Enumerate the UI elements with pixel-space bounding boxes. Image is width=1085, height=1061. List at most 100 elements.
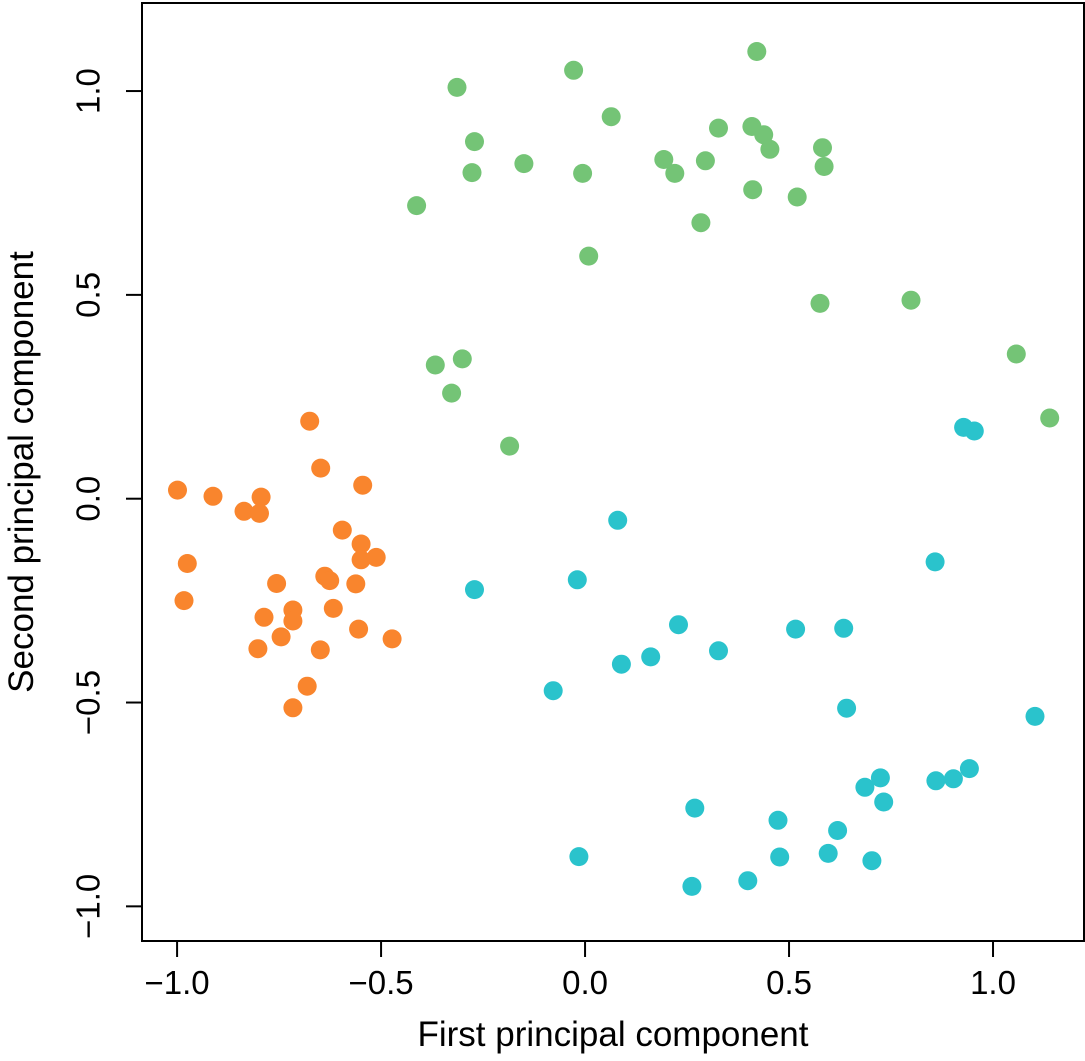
data-point-cluster-cyan <box>943 769 963 789</box>
data-point-cluster-cyan <box>770 847 790 867</box>
data-point-cluster-cyan <box>611 654 631 674</box>
data-point-cluster-green <box>754 125 774 145</box>
x-tick-label: −0.5 <box>348 964 413 1001</box>
data-point-cluster-cyan <box>959 759 979 779</box>
data-point-cluster-green <box>452 349 472 369</box>
data-point-cluster-orange <box>250 503 269 523</box>
data-point-cluster-orange <box>251 487 271 507</box>
data-point-cluster-cyan <box>834 618 854 638</box>
data-point-cluster-cyan <box>641 647 661 667</box>
y-tick-label: −0.5 <box>70 670 107 735</box>
data-point-cluster-cyan <box>870 768 890 788</box>
data-point-cluster-orange <box>323 598 343 618</box>
data-point-cluster-orange <box>203 486 223 506</box>
data-point-cluster-orange <box>283 698 303 718</box>
data-point-cluster-green <box>579 246 599 266</box>
data-point-cluster-green <box>500 436 520 456</box>
data-point-cluster-green <box>695 151 715 171</box>
data-point-cluster-cyan <box>465 580 484 600</box>
data-point-cluster-orange <box>248 639 268 659</box>
data-point-cluster-orange <box>320 571 340 591</box>
data-point-cluster-green <box>1040 408 1060 428</box>
data-point-cluster-cyan <box>685 798 705 818</box>
data-point-cluster-green <box>654 150 674 169</box>
data-point-cluster-cyan <box>837 698 857 718</box>
data-point-cluster-green <box>514 154 534 174</box>
data-point-cluster-orange <box>254 607 274 627</box>
data-point-cluster-green <box>573 163 593 183</box>
data-point-cluster-cyan <box>926 771 946 791</box>
data-point-cluster-green <box>814 157 834 176</box>
data-point-cluster-orange <box>351 550 371 570</box>
data-point-cluster-cyan <box>738 871 758 891</box>
data-point-cluster-cyan <box>855 777 875 797</box>
y-tick-label: 0.0 <box>70 476 107 522</box>
data-point-cluster-green <box>407 196 427 216</box>
data-point-cluster-cyan <box>569 847 589 867</box>
data-point-cluster-green <box>747 42 767 61</box>
data-point-cluster-orange <box>353 475 373 495</box>
data-point-cluster-cyan <box>682 876 702 896</box>
data-point-cluster-orange <box>310 640 330 660</box>
data-point-cluster-green <box>1006 344 1026 364</box>
data-point-cluster-cyan <box>786 619 806 639</box>
data-point-cluster-green <box>760 139 780 159</box>
data-point-cluster-green <box>709 118 728 138</box>
data-point-cluster-cyan <box>709 641 728 661</box>
data-point-cluster-green <box>810 293 830 313</box>
x-axis-title: First principal component <box>417 1015 809 1054</box>
data-point-cluster-green <box>447 77 467 97</box>
y-tick-label: 0.5 <box>70 272 107 318</box>
data-point-cluster-orange <box>174 591 194 611</box>
data-point-cluster-orange <box>177 554 197 573</box>
data-point-cluster-green <box>601 107 621 127</box>
data-point-cluster-orange <box>382 629 402 649</box>
data-point-cluster-orange <box>351 534 371 554</box>
x-tick-label: 0.0 <box>562 964 608 1001</box>
data-point-cluster-cyan <box>925 552 945 572</box>
data-point-cluster-green <box>462 163 482 183</box>
data-point-cluster-orange <box>168 480 187 500</box>
data-point-cluster-green <box>813 138 832 158</box>
data-point-cluster-orange <box>366 547 386 567</box>
data-point-cluster-orange <box>346 574 366 594</box>
data-point-cluster-cyan <box>543 681 563 701</box>
data-point-cluster-orange <box>332 520 352 540</box>
data-point-cluster-cyan <box>874 792 894 812</box>
data-point-cluster-green <box>901 290 921 310</box>
plot-border-box <box>141 2 1085 942</box>
data-point-cluster-green <box>665 163 685 183</box>
data-point-cluster-orange <box>311 458 331 478</box>
data-point-cluster-cyan <box>1025 706 1045 726</box>
data-point-cluster-orange <box>234 501 254 521</box>
data-point-cluster-green <box>787 187 807 207</box>
data-point-cluster-orange <box>271 627 291 647</box>
data-point-cluster-cyan <box>828 821 848 840</box>
x-tick-label: 0.5 <box>766 964 812 1001</box>
data-point-cluster-orange <box>300 411 320 431</box>
data-point-cluster-green <box>743 180 763 200</box>
y-tick-label: 1.0 <box>70 68 107 114</box>
data-point-cluster-green <box>691 213 711 233</box>
data-point-cluster-orange <box>283 611 303 631</box>
x-tick-label: −1.0 <box>145 964 210 1001</box>
x-tick-label: 1.0 <box>970 964 1016 1001</box>
data-point-cluster-cyan <box>862 851 882 871</box>
data-point-cluster-orange <box>267 574 287 593</box>
data-point-cluster-cyan <box>964 421 984 441</box>
y-axis-title: Second principal component <box>1 251 41 693</box>
data-point-cluster-green <box>564 60 584 80</box>
data-point-cluster-green <box>442 383 462 403</box>
data-point-cluster-orange <box>297 676 317 696</box>
data-point-cluster-cyan <box>768 810 788 830</box>
data-point-cluster-cyan <box>818 843 838 863</box>
data-point-cluster-cyan <box>608 510 628 530</box>
data-point-cluster-green <box>465 132 484 152</box>
data-point-cluster-orange <box>349 619 369 639</box>
data-point-cluster-cyan <box>567 570 587 590</box>
data-point-cluster-green <box>425 355 445 375</box>
data-point-cluster-cyan <box>669 615 688 635</box>
y-tick-label: −1.0 <box>70 874 107 939</box>
